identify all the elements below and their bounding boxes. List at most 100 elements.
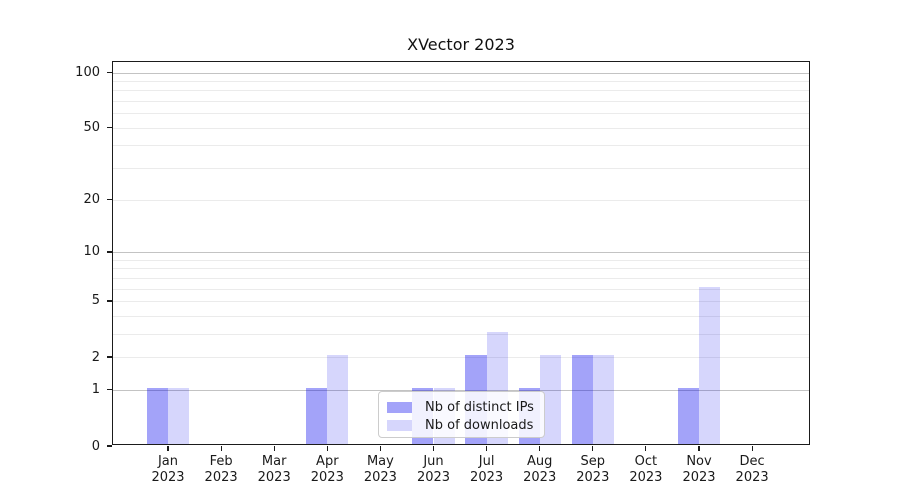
- bar-downloads-jan: [168, 387, 190, 444]
- x-tick-year: 2023: [629, 470, 663, 485]
- x-tick-label-oct: Oct 2023: [616, 454, 676, 486]
- x-tick-label-jan: Jan 2023: [138, 454, 198, 486]
- y-tick-mark: [107, 445, 112, 447]
- x-tick-mark: [432, 446, 435, 451]
- x-tick-mark: [273, 446, 275, 451]
- y-tick-mark: [107, 71, 112, 74]
- minor-gridline: [113, 113, 809, 115]
- x-tick-year: 2023: [416, 470, 451, 485]
- x-tick-mark: [539, 446, 541, 451]
- x-tick-label-sep: Sep 2023: [563, 454, 623, 486]
- y-tick-label: 2: [91, 349, 100, 365]
- minor-gridline: [113, 145, 809, 147]
- bar-distinct-ips-apr: [306, 387, 328, 444]
- x-tick-year: 2023: [151, 470, 185, 485]
- x-tick-mark: [592, 446, 594, 451]
- x-tick-mark: [698, 446, 700, 451]
- x-tick-year: 2023: [204, 470, 238, 485]
- minor-gridline: [113, 199, 809, 201]
- legend-label-distinct-ips: Nb of distinct IPs: [425, 400, 534, 415]
- x-tick-year: 2023: [735, 470, 769, 485]
- legend-swatch-downloads: [387, 420, 412, 431]
- x-tick-label-feb: Feb 2023: [191, 454, 251, 486]
- bar-downloads-apr: [327, 355, 349, 444]
- x-tick-month: Nov: [686, 454, 712, 469]
- legend-item-downloads: Nb of downloads: [387, 417, 536, 434]
- x-tick-label-mar: Mar 2023: [244, 454, 304, 486]
- x-tick-month: Jul: [478, 454, 495, 469]
- y-tick-mark: [107, 127, 112, 129]
- x-tick-month: Jan: [157, 454, 179, 469]
- minor-gridline: [113, 127, 809, 129]
- bar-distinct-ips-nov: [677, 387, 699, 444]
- x-tick-label-jul: Jul 2023: [457, 454, 517, 486]
- x-tick-month: Feb: [209, 454, 233, 469]
- y-tick-label: 50: [83, 120, 100, 136]
- y-tick-mark: [107, 199, 112, 201]
- x-tick-label-aug: Aug 2023: [510, 454, 570, 486]
- minor-gridline: [113, 288, 809, 290]
- legend-item-distinct-ips: Nb of distinct IPs: [387, 399, 536, 416]
- x-tick-label-apr: Apr 2023: [297, 454, 357, 486]
- minor-gridline: [113, 101, 809, 103]
- y-tick-label: 100: [75, 65, 100, 80]
- x-tick-year: 2023: [470, 470, 504, 485]
- x-tick-year: 2023: [576, 470, 610, 485]
- y-tick-mark: [107, 251, 112, 253]
- y-tick-mark: [107, 300, 112, 302]
- legend-swatch-distinct-ips: [387, 402, 412, 413]
- x-tick-mark: [486, 446, 488, 451]
- minor-gridline: [113, 357, 809, 359]
- major-gridline: [113, 389, 809, 391]
- y-tick-label: 20: [83, 192, 100, 208]
- x-tick-year: 2023: [310, 470, 344, 485]
- x-tick-month: May: [366, 454, 394, 469]
- x-tick-label-nov: Nov 2023: [669, 454, 729, 486]
- bar-distinct-ips-sep: [571, 355, 593, 444]
- y-tick-label: 5: [91, 293, 100, 309]
- minor-gridline: [113, 268, 809, 270]
- x-tick-mark: [167, 446, 169, 451]
- bar-downloads-nov: [699, 286, 721, 444]
- chart-title: XVector 2023: [407, 35, 515, 54]
- major-gridline: [113, 251, 809, 253]
- minor-gridline: [113, 90, 809, 92]
- legend-label-downloads: Nb of downloads: [425, 418, 534, 433]
- bar-distinct-ips-jan: [146, 387, 168, 444]
- minor-gridline: [113, 80, 809, 82]
- x-tick-month: Mar: [261, 454, 287, 469]
- major-gridline: [113, 72, 809, 74]
- x-tick-month: Jun: [423, 454, 444, 469]
- x-tick-month: Dec: [739, 454, 765, 469]
- y-tick-label: 1: [91, 382, 100, 398]
- x-tick-year: 2023: [523, 470, 557, 485]
- x-tick-label-may: May 2023: [350, 454, 410, 486]
- x-tick-mark: [326, 446, 328, 451]
- x-tick-mark: [379, 446, 381, 451]
- minor-gridline: [113, 277, 809, 279]
- plot-area: Nb of distinct IPs Nb of downloads 0 1 2 5 1…: [75, 61, 810, 485]
- x-tick-month: Sep: [580, 454, 606, 469]
- x-tick-label-jun: Jun 2023: [404, 454, 464, 486]
- bar-downloads-sep: [592, 355, 614, 444]
- y-tick-label: 10: [83, 244, 100, 260]
- x-tick-label-dec: Dec 2023: [722, 454, 782, 486]
- x-tick-month: Oct: [634, 454, 658, 469]
- minor-gridline: [113, 168, 809, 170]
- x-tick-year: 2023: [363, 470, 397, 485]
- x-tick-mark: [751, 446, 753, 451]
- minor-gridline: [113, 333, 809, 335]
- x-tick-year: 2023: [257, 470, 291, 485]
- x-tick-mark: [220, 446, 222, 451]
- x-tick-month: Apr: [316, 454, 339, 469]
- x-tick-year: 2023: [682, 470, 716, 485]
- y-tick-mark: [107, 356, 112, 358]
- minor-gridline: [113, 259, 809, 261]
- x-tick-month: Aug: [526, 454, 553, 469]
- x-tick-mark: [645, 446, 647, 451]
- legend: Nb of distinct IPs Nb of downloads: [378, 391, 545, 438]
- y-tick-mark: [107, 389, 112, 391]
- minor-gridline: [113, 315, 809, 317]
- minor-gridline: [113, 300, 809, 302]
